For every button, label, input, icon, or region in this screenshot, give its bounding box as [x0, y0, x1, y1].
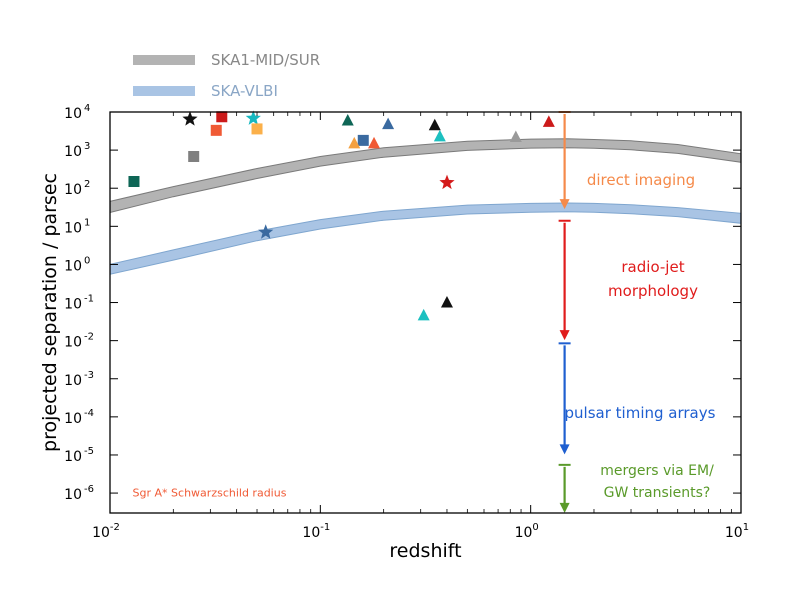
y-tick-exp-9: 3 — [84, 141, 90, 152]
x-tick-label-0: 10-2 — [92, 522, 120, 541]
regime-arrowhead-2 — [559, 444, 570, 455]
y-axis-label: projected separation / parsec — [39, 173, 61, 452]
data-point-triangle-14 — [348, 136, 361, 149]
detection-regimes: direct imaging radio-jet morphology pulsar … — [558, 111, 716, 513]
x-tick-label-2: 100 — [515, 522, 539, 541]
data-point-triangle-18 — [440, 296, 453, 308]
legend-label-0: SKA1-MID/SUR — [211, 51, 320, 69]
data-point-star-2 — [439, 174, 455, 190]
data-point-triangle-17 — [542, 115, 555, 127]
y-tick-exp-1: -5 — [84, 446, 94, 457]
legend-label-1: SKA-VLBI — [211, 82, 278, 100]
data-point-square-9 — [357, 134, 369, 146]
capability-bands — [109, 138, 742, 275]
y-tick-label-4: 10 — [64, 335, 82, 351]
data-point-square-6 — [251, 123, 263, 135]
y-tick-label-9: 10 — [64, 144, 82, 160]
data-point-square-5 — [210, 124, 222, 136]
y-tick-label-1: 10 — [64, 449, 82, 465]
data-point-star-0 — [182, 111, 198, 126]
data-point-triangle-13 — [433, 129, 446, 142]
y-tick-exp-2: -4 — [84, 408, 94, 419]
data-point-triangle-16 — [509, 130, 522, 143]
regime-arrowhead-1 — [559, 330, 570, 341]
y-tick-exp-10: 4 — [84, 103, 90, 114]
data-point-triangle-19 — [417, 308, 430, 321]
data-point-star-3 — [258, 224, 274, 239]
y-tick-exp-3: -3 — [84, 370, 94, 381]
y-tick-exp-8: 2 — [84, 179, 90, 190]
regime-arrowhead-0 — [559, 199, 570, 210]
y-tick-exp-4: -2 — [84, 332, 94, 343]
data-point-square-4 — [216, 111, 228, 123]
axis-ticks: 10-2 10-1 100 10110-610-510-410-310-210-110… — [64, 103, 749, 541]
data-point-square-8 — [128, 176, 140, 188]
y-tick-exp-5: -1 — [84, 294, 94, 305]
data-point-triangle-12 — [428, 118, 441, 131]
data-points — [128, 110, 555, 321]
regime-label-1: radio-jet morphology — [608, 258, 698, 300]
annotations: Sgr A* Schwarzschild radius — [133, 486, 287, 499]
regime-arrowhead-3 — [559, 502, 570, 513]
regime-label-2: pulsar timing arrays — [565, 404, 716, 422]
data-point-triangle-11 — [382, 117, 395, 130]
y-tick-exp-0: -6 — [84, 484, 94, 495]
regime-label-0: direct imaging — [587, 171, 695, 189]
y-tick-label-8: 10 — [64, 182, 82, 198]
y-tick-label-7: 10 — [64, 220, 82, 236]
y-tick-label-2: 10 — [64, 411, 82, 427]
legend: SKA1-MID/SUR SKA-VLBI — [133, 51, 320, 100]
annotation-sgr-a: Sgr A* Schwarzschild radius — [133, 486, 287, 499]
y-tick-label-5: 10 — [64, 297, 82, 313]
data-point-square-7 — [188, 150, 200, 162]
plot-frame — [109, 111, 742, 514]
x-tick-label-3: 101 — [725, 522, 749, 541]
y-tick-exp-6: 0 — [84, 255, 90, 266]
x-axis-label: redshift — [389, 540, 461, 562]
y-tick-label-6: 10 — [64, 258, 82, 274]
plot-area: direct imaging radio-jet morphology pulsar … — [109, 110, 742, 513]
x-tick-label-1: 10-1 — [302, 522, 330, 541]
data-point-triangle-10 — [341, 113, 354, 126]
y-tick-label-10: 10 — [64, 106, 82, 122]
y-tick-label-0: 10 — [64, 487, 82, 503]
y-tick-label-3: 10 — [64, 373, 82, 389]
y-tick-exp-7: 1 — [84, 217, 90, 228]
data-point-star-1 — [245, 110, 261, 125]
data-point-triangle-15 — [368, 136, 381, 149]
regime-label-3: mergers via EM/GW transients? — [600, 463, 714, 501]
